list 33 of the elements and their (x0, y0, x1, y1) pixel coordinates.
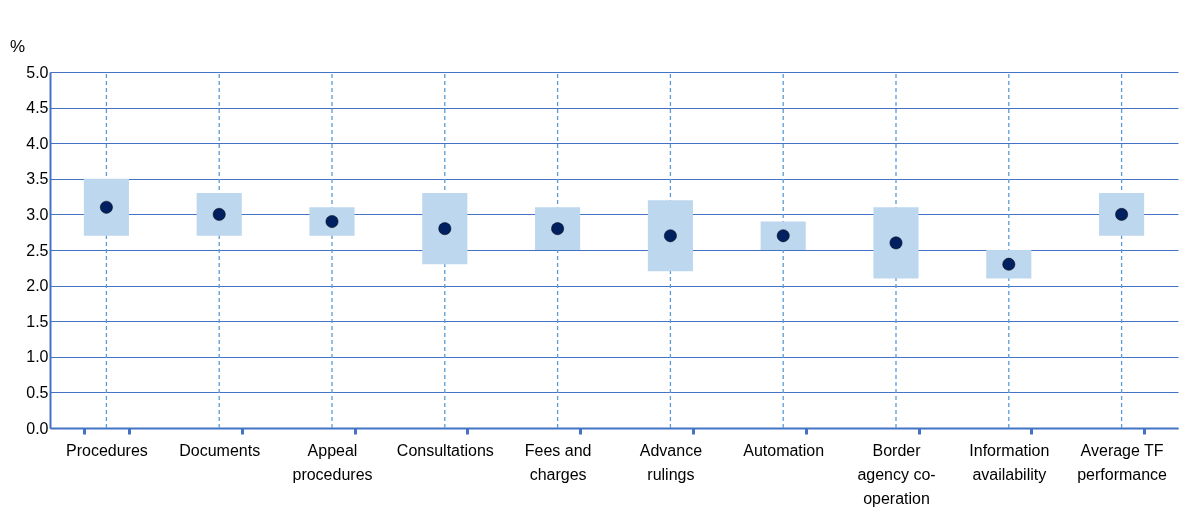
y-tick-label: 5.0 (26, 63, 49, 81)
y-tick-label: 2.0 (26, 277, 49, 295)
bar (873, 207, 919, 279)
y-tick-label: 3.5 (26, 170, 49, 188)
bar (1099, 193, 1145, 236)
y-tick-label: 1.5 (26, 312, 49, 330)
bar (535, 207, 581, 250)
x-tick-label: Appeal procedures (292, 441, 373, 483)
y-tick-label: 1.0 (26, 348, 49, 366)
y-tick-label: 3.0 (26, 205, 49, 223)
x-tick-label: Border agency co-operation (857, 441, 936, 507)
y-axis-title: % (10, 37, 26, 56)
bar (196, 193, 242, 236)
x-tick-label: Average TF performance (1077, 441, 1168, 483)
point (889, 236, 903, 250)
x-tick-label: Consultations (396, 441, 494, 459)
y-tick-label: 0.0 (26, 419, 49, 437)
bar (83, 178, 129, 236)
bar (647, 200, 693, 272)
x-tick-label: Information availability (969, 441, 1050, 483)
y-tick-label: 4.5 (26, 99, 49, 117)
point (438, 222, 452, 235)
point (100, 200, 113, 214)
point (664, 229, 677, 243)
bar (422, 193, 468, 265)
y-tick-label: 0.5 (26, 383, 49, 401)
y-tick-label: 2.5 (26, 241, 49, 259)
y-tick-label: 4.0 (26, 134, 49, 152)
x-tick-label: Procedures (65, 441, 148, 459)
x-tick-label: Automation (743, 441, 825, 459)
x-tick-label: Advance rulings (639, 441, 703, 483)
x-tick-label: Documents (179, 441, 261, 459)
x-tick-label: Fees and charges (524, 441, 592, 483)
